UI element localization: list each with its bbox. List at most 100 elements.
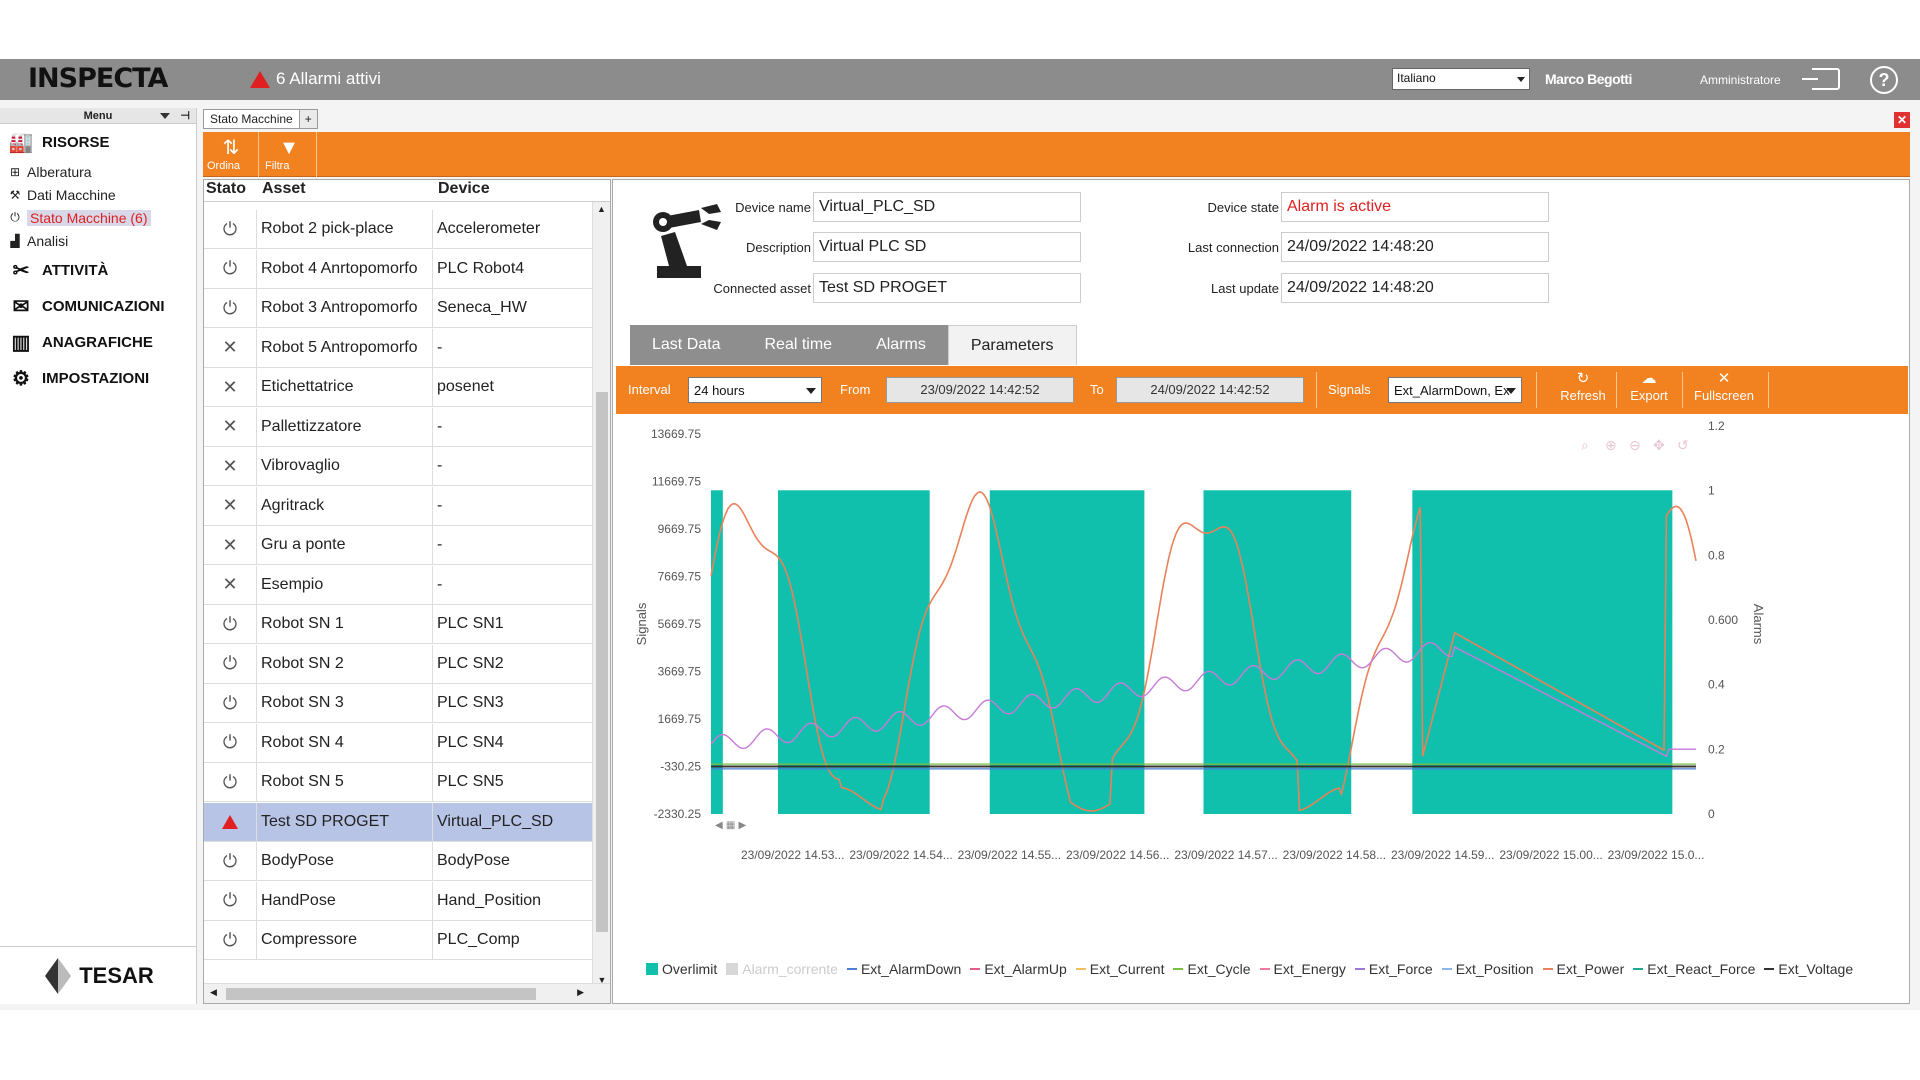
sidebar-item-dati-macchine[interactable]: ⚒ Dati Macchine — [0, 183, 196, 206]
zoom-tool-icon[interactable]: ⊖ — [1629, 438, 1641, 454]
table-row[interactable]: ✕ Agritrack - — [204, 486, 592, 526]
asset-cell: BodyPose — [256, 842, 432, 880]
sidebar-section-attivita[interactable]: ✂ ATTIVITÀ — [0, 252, 196, 288]
scroll-left-icon[interactable]: ◀ — [210, 987, 217, 997]
legend-item[interactable]: Ext_Power — [1542, 961, 1625, 977]
legend-item[interactable]: Ext_Position — [1441, 961, 1534, 977]
legend-item[interactable]: Overlimit — [646, 961, 717, 977]
scroll-thumb[interactable] — [596, 392, 608, 932]
x-tick-label: 23/09/2022 14.55... — [958, 848, 1061, 862]
sidebar-section-anagrafiche[interactable]: ▥ ANAGRAFICHE — [0, 324, 196, 360]
table-row[interactable]: ⏻ HandPose Hand_Position — [204, 881, 592, 921]
table-row[interactable]: ⏻ Robot SN 2 PLC SN2 — [204, 644, 592, 684]
table-row[interactable]: ✕ Etichettatrice posenet — [204, 368, 592, 407]
refresh-button[interactable]: ↻ Refresh — [1556, 370, 1610, 403]
tab-alarms[interactable]: Alarms — [854, 325, 948, 365]
table-row[interactable]: ⏻ Compressore PLC_Comp — [204, 921, 592, 960]
overlimit-bar — [1203, 490, 1352, 814]
zoom-tool-icon[interactable]: ⌕ — [1581, 438, 1589, 454]
chevron-down-icon[interactable] — [160, 113, 170, 119]
logout-icon[interactable] — [1802, 68, 1840, 90]
table-row[interactable]: ⏻ BodyPose BodyPose — [204, 842, 592, 881]
user-name[interactable]: Marco Begotti — [1545, 71, 1632, 87]
filter-button[interactable]: ▼ Filtra — [261, 132, 317, 177]
table-row[interactable]: ⏻ Robot 2 pick-place Accelerometer — [204, 210, 592, 249]
scroll-right-icon[interactable]: ▶ — [577, 987, 584, 997]
legend-item[interactable]: Ext_React_Force — [1633, 961, 1755, 977]
offline-icon: ✕ — [222, 574, 238, 594]
tab-stato-macchine[interactable]: Stato Macchine — [203, 109, 300, 129]
help-icon[interactable]: ? — [1870, 66, 1898, 94]
zoom-tool-icon[interactable]: ⊕ — [1605, 438, 1617, 454]
interval-select[interactable]: 24 hours — [688, 377, 822, 403]
column-asset[interactable]: Asset — [262, 180, 306, 197]
power-icon: ⏻ — [222, 850, 238, 871]
from-date-input[interactable]: 23/09/2022 14:42:52 — [886, 377, 1074, 403]
legend-item[interactable]: Ext_Force — [1354, 961, 1433, 977]
tab-last-data[interactable]: Last Data — [630, 325, 743, 365]
sidebar-item-analisi[interactable]: ▟ Analisi — [0, 229, 196, 252]
table-row[interactable]: ✕ Pallettizzatore - — [204, 407, 592, 447]
signals-select[interactable]: Ext_AlarmDown, Ex — [1388, 377, 1522, 403]
table-row[interactable]: Test SD PROGET Virtual_PLC_SD — [204, 802, 592, 842]
last-connection-label: Last connection — [1187, 240, 1279, 255]
legend-item[interactable]: Ext_AlarmDown — [846, 961, 961, 977]
table-row[interactable]: ✕ Robot 5 Antropomorfo - — [204, 328, 592, 368]
sidebar-item-alberatura[interactable]: ⊞ Alberatura — [0, 160, 196, 183]
active-alarms-indicator[interactable]: 6 Allarmi attivi — [250, 69, 381, 89]
scroll-down-icon[interactable]: ▼ — [597, 975, 607, 985]
legend-item[interactable]: Ext_Voltage — [1764, 961, 1853, 977]
sidebar-section-risorse[interactable]: 🏭 RISORSE — [0, 124, 196, 160]
legend-item[interactable]: Ext_Cycle — [1173, 961, 1251, 977]
offline-icon: ✕ — [222, 455, 238, 476]
table-row[interactable]: ⏻ Robot SN 3 PLC SN3 — [204, 684, 592, 723]
scroll-thumb[interactable] — [226, 988, 536, 1000]
table-row[interactable]: ⏻ Robot 4 Anrtopomorfo PLC Robot4 — [204, 249, 592, 289]
brand-name: TESAR — [79, 962, 154, 988]
legend-item[interactable]: Ext_Current — [1075, 961, 1164, 977]
to-date-input[interactable]: 24/09/2022 14:42:52 — [1116, 377, 1304, 403]
legend-swatch — [1542, 968, 1553, 970]
tab-parameters[interactable]: Parameters — [947, 325, 1077, 365]
close-icon[interactable]: ✕ — [1894, 112, 1910, 128]
zoom-tool-icon[interactable]: ↺ — [1677, 438, 1689, 454]
horizontal-scrollbar[interactable]: ◀ ▶ — [204, 983, 610, 1003]
sidebar-section-impostazioni[interactable]: ⚙ IMPOSTAZIONI — [0, 360, 196, 396]
fullscreen-button[interactable]: ✕ Fullscreen — [1688, 370, 1760, 403]
brand-logo: TESAR — [0, 946, 197, 1004]
column-device[interactable]: Device — [438, 180, 490, 197]
export-button[interactable]: ☁ Export — [1622, 370, 1676, 403]
legend-label: Ext_Power — [1556, 961, 1625, 977]
sidebar-section-comunicazioni[interactable]: ✉ COMUNICAZIONI — [0, 288, 196, 324]
sidebar-item-stato-macchine[interactable]: ⏻ Stato Macchine (6) — [0, 206, 196, 229]
pin-icon[interactable]: ⊣ — [180, 110, 190, 122]
table-row[interactable]: ⏻ Robot 3 Antropomorfo Seneca_HW — [204, 289, 592, 328]
language-select[interactable]: Italiano — [1392, 68, 1530, 90]
device-cell: Virtual_PLC_SD — [432, 802, 592, 841]
chart-canvas[interactable]: 13669.7511669.759669.757669.755669.75366… — [616, 416, 1908, 956]
chart-controls: Interval 24 hours From 23/09/2022 14:42:… — [616, 366, 1908, 414]
scroll-up-icon[interactable]: ▲ — [597, 204, 606, 214]
tab-real-time[interactable]: Real time — [742, 325, 855, 365]
asset-cell: Robot SN 3 — [256, 684, 432, 722]
chevron-down-icon — [1517, 77, 1525, 82]
table-row[interactable]: ✕ Esempio - — [204, 565, 592, 605]
table-row[interactable]: ✕ Vibrovaglio - — [204, 447, 592, 486]
asset-cell: Robot 3 Antropomorfo — [256, 289, 432, 327]
y2-tick-label: 0.600 — [1708, 613, 1738, 627]
legend-item[interactable]: Ext_AlarmUp — [970, 961, 1067, 977]
table-row[interactable]: ⏻ Robot SN 5 PLC SN5 — [204, 763, 592, 802]
menu-title: Menu — [83, 110, 113, 122]
table-row[interactable]: ⏻ Robot SN 4 PLC SN4 — [204, 723, 592, 763]
asset-cell: Robot 2 pick-place — [256, 210, 432, 248]
sort-button[interactable]: ⇅ Ordina — [203, 132, 259, 177]
offline-icon: ✕ — [222, 534, 238, 555]
legend-item[interactable]: Alarm_corrente — [726, 961, 838, 977]
vertical-scrollbar[interactable]: ▲ ▼ — [592, 202, 610, 985]
column-status[interactable]: Stato — [206, 180, 246, 197]
zoom-tool-icon[interactable]: ✥ — [1653, 438, 1665, 454]
legend-item[interactable]: Ext_Energy — [1259, 961, 1346, 977]
table-row[interactable]: ⏻ Robot SN 1 PLC SN1 — [204, 605, 592, 644]
add-tab-button[interactable]: + — [299, 109, 318, 129]
table-row[interactable]: ✕ Gru a ponte - — [204, 526, 592, 565]
